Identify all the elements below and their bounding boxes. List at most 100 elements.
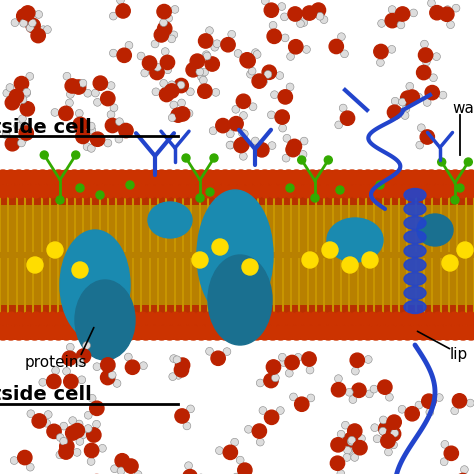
Circle shape xyxy=(152,184,166,198)
Circle shape xyxy=(186,170,201,185)
Circle shape xyxy=(275,312,289,326)
Circle shape xyxy=(111,312,125,326)
Circle shape xyxy=(302,252,318,268)
Circle shape xyxy=(72,80,86,94)
Circle shape xyxy=(177,81,185,89)
Circle shape xyxy=(161,312,174,326)
Circle shape xyxy=(399,312,412,326)
Circle shape xyxy=(5,137,19,151)
Circle shape xyxy=(116,4,130,18)
Circle shape xyxy=(91,170,106,185)
Circle shape xyxy=(210,325,225,340)
Circle shape xyxy=(70,423,84,438)
Circle shape xyxy=(31,11,38,18)
Circle shape xyxy=(472,184,474,198)
Circle shape xyxy=(202,170,217,185)
Circle shape xyxy=(136,184,149,198)
Circle shape xyxy=(289,170,304,185)
Circle shape xyxy=(440,325,455,340)
Circle shape xyxy=(289,40,303,54)
Circle shape xyxy=(246,70,255,78)
Circle shape xyxy=(227,130,234,138)
Circle shape xyxy=(93,76,108,91)
Circle shape xyxy=(211,351,225,365)
Circle shape xyxy=(128,312,141,326)
Circle shape xyxy=(162,325,177,340)
Circle shape xyxy=(352,383,366,398)
Circle shape xyxy=(0,184,10,198)
Circle shape xyxy=(234,184,248,198)
Circle shape xyxy=(154,28,169,42)
Circle shape xyxy=(117,0,124,4)
Circle shape xyxy=(285,356,299,370)
Circle shape xyxy=(243,184,256,198)
Circle shape xyxy=(249,103,257,110)
Circle shape xyxy=(54,312,67,326)
Circle shape xyxy=(376,59,384,66)
Circle shape xyxy=(211,43,219,51)
Circle shape xyxy=(144,312,158,326)
Circle shape xyxy=(76,184,84,192)
Circle shape xyxy=(371,424,379,431)
Circle shape xyxy=(418,124,425,132)
Circle shape xyxy=(464,312,474,326)
Circle shape xyxy=(66,343,74,351)
Circle shape xyxy=(456,170,471,185)
Circle shape xyxy=(337,33,346,41)
Circle shape xyxy=(87,312,100,326)
Ellipse shape xyxy=(404,202,426,216)
Text: proteins: proteins xyxy=(25,355,88,370)
Circle shape xyxy=(337,170,352,185)
Circle shape xyxy=(226,325,240,340)
Circle shape xyxy=(20,19,27,27)
Circle shape xyxy=(339,104,347,112)
Circle shape xyxy=(439,312,453,326)
Ellipse shape xyxy=(417,214,453,246)
Circle shape xyxy=(351,454,359,461)
Circle shape xyxy=(341,50,348,58)
Circle shape xyxy=(87,428,101,442)
Ellipse shape xyxy=(404,286,426,300)
Circle shape xyxy=(353,170,367,185)
Circle shape xyxy=(353,325,367,340)
Circle shape xyxy=(116,118,123,126)
Circle shape xyxy=(212,239,228,255)
Ellipse shape xyxy=(208,255,272,345)
Circle shape xyxy=(341,421,349,429)
Circle shape xyxy=(397,21,405,29)
Circle shape xyxy=(259,184,273,198)
Circle shape xyxy=(103,312,117,326)
Circle shape xyxy=(240,53,254,67)
Circle shape xyxy=(139,362,147,370)
Circle shape xyxy=(275,184,289,198)
Circle shape xyxy=(251,312,264,326)
Circle shape xyxy=(253,51,261,58)
Circle shape xyxy=(264,3,279,18)
Circle shape xyxy=(27,170,42,185)
Circle shape xyxy=(183,422,191,430)
Circle shape xyxy=(18,115,26,123)
Circle shape xyxy=(456,312,469,326)
Circle shape xyxy=(107,325,121,340)
Circle shape xyxy=(90,401,104,416)
Circle shape xyxy=(109,371,116,379)
Circle shape xyxy=(292,312,305,326)
Circle shape xyxy=(170,31,178,39)
Circle shape xyxy=(52,367,60,374)
Circle shape xyxy=(122,170,137,185)
Circle shape xyxy=(178,325,193,340)
Circle shape xyxy=(193,312,207,326)
Circle shape xyxy=(51,170,66,185)
Text: lip: lip xyxy=(450,347,468,363)
Circle shape xyxy=(392,170,407,185)
Circle shape xyxy=(286,184,294,192)
Circle shape xyxy=(390,184,404,198)
Circle shape xyxy=(216,447,223,455)
Circle shape xyxy=(178,99,185,107)
Circle shape xyxy=(252,74,266,88)
Circle shape xyxy=(83,143,91,151)
Circle shape xyxy=(267,111,275,119)
Circle shape xyxy=(457,242,473,258)
Circle shape xyxy=(410,9,418,17)
Circle shape xyxy=(186,325,201,340)
